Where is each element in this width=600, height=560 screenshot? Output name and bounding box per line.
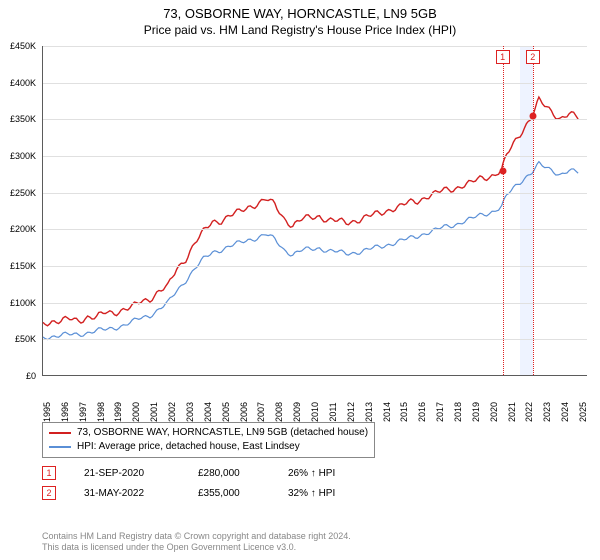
x-tick-label: 2010: [310, 402, 320, 422]
legend-row: 73, OSBORNE WAY, HORNCASTLE, LN9 5GB (de…: [49, 426, 368, 440]
x-tick-label: 1997: [78, 402, 88, 422]
x-tick-label: 1996: [60, 402, 70, 422]
chart-plot-area: 12: [42, 46, 587, 376]
x-tick-label: 1995: [42, 402, 52, 422]
x-tick-label: 2019: [471, 402, 481, 422]
chart-subtitle: Price paid vs. HM Land Registry's House …: [0, 23, 600, 37]
y-tick-label: £0: [26, 371, 36, 381]
x-axis-ticks: 1995 1996 1997 1998 1999 2000 2001 2002 2003 2004…: [42, 378, 587, 420]
x-tick-label: 2016: [417, 402, 427, 422]
x-tick-label: 2018: [453, 402, 463, 422]
sale-price: £355,000: [198, 488, 260, 499]
footer-attribution: Contains HM Land Registry data © Crown c…: [42, 531, 351, 554]
marker-vline: [503, 46, 504, 375]
x-tick-label: 2009: [292, 402, 302, 422]
x-tick-label: 2002: [167, 402, 177, 422]
gridline: [43, 119, 587, 120]
x-tick-label: 2021: [507, 402, 517, 422]
marker-dot: [499, 167, 506, 174]
footer-line2: This data is licensed under the Open Gov…: [42, 542, 351, 554]
x-tick-label: 1999: [113, 402, 123, 422]
x-tick-label: 2001: [149, 402, 159, 422]
legend-swatch: [49, 432, 71, 434]
sale-date: 31-MAY-2022: [84, 488, 170, 499]
marker-dot: [529, 112, 536, 119]
footer-line1: Contains HM Land Registry data © Crown c…: [42, 531, 351, 543]
x-tick-label: 2005: [221, 402, 231, 422]
x-tick-label: 2015: [399, 402, 409, 422]
x-tick-label: 2006: [239, 402, 249, 422]
legend-row: HPI: Average price, detached house, East…: [49, 440, 368, 454]
y-tick-label: £50K: [15, 334, 36, 344]
sale-marker-ref: 1: [42, 466, 56, 480]
x-tick-label: 2024: [560, 402, 570, 422]
legend-box: 73, OSBORNE WAY, HORNCASTLE, LN9 5GB (de…: [42, 422, 375, 458]
sales-table: 1 21-SEP-2020 £280,000 26% ↑ HPI 2 31-MAY-202…: [42, 466, 368, 506]
y-tick-label: £300K: [10, 151, 36, 161]
legend-label: 73, OSBORNE WAY, HORNCASTLE, LN9 5GB (de…: [77, 426, 368, 440]
gridline: [43, 46, 587, 47]
legend-swatch: [49, 446, 71, 448]
x-tick-label: 2022: [524, 402, 534, 422]
marker-label-box: 2: [526, 50, 540, 64]
sale-date: 21-SEP-2020: [84, 468, 170, 479]
x-tick-label: 2017: [435, 402, 445, 422]
x-tick-label: 2000: [131, 402, 141, 422]
gridline: [43, 193, 587, 194]
x-tick-label: 2014: [382, 402, 392, 422]
chart-title: 73, OSBORNE WAY, HORNCASTLE, LN9 5GB: [0, 6, 600, 21]
x-tick-label: 2012: [346, 402, 356, 422]
y-tick-label: £350K: [10, 114, 36, 124]
sale-hpi-diff: 32% ↑ HPI: [288, 488, 368, 499]
chart-title-block: 73, OSBORNE WAY, HORNCASTLE, LN9 5GB Pri…: [0, 0, 600, 37]
series-line: [43, 97, 578, 326]
x-tick-label: 2023: [542, 402, 552, 422]
x-tick-label: 2013: [364, 402, 374, 422]
x-tick-label: 2007: [256, 402, 266, 422]
gridline: [43, 339, 587, 340]
sale-hpi-diff: 26% ↑ HPI: [288, 468, 368, 479]
chart-svg: [43, 46, 587, 375]
y-tick-label: £100K: [10, 298, 36, 308]
legend-label: HPI: Average price, detached house, East…: [77, 440, 300, 454]
x-tick-label: 2020: [489, 402, 499, 422]
gridline: [43, 83, 587, 84]
x-tick-label: 2011: [328, 402, 338, 421]
gridline: [43, 266, 587, 267]
sale-marker-ref: 2: [42, 486, 56, 500]
y-tick-label: £450K: [10, 41, 36, 51]
y-tick-label: £400K: [10, 78, 36, 88]
x-tick-label: 2003: [185, 402, 195, 422]
marker-label-box: 1: [496, 50, 510, 64]
x-tick-label: 2025: [578, 402, 588, 422]
y-tick-label: £250K: [10, 188, 36, 198]
x-tick-label: 1998: [96, 402, 106, 422]
sale-row: 1 21-SEP-2020 £280,000 26% ↑ HPI: [42, 466, 368, 480]
sale-row: 2 31-MAY-2022 £355,000 32% ↑ HPI: [42, 486, 368, 500]
gridline: [43, 303, 587, 304]
y-tick-label: £200K: [10, 224, 36, 234]
gridline: [43, 229, 587, 230]
x-tick-label: 2004: [203, 402, 213, 422]
sale-price: £280,000: [198, 468, 260, 479]
series-line: [43, 162, 578, 340]
y-tick-label: £150K: [10, 261, 36, 271]
y-axis-ticks: £0£50K£100K£150K£200K£250K£300K£350K£400…: [0, 46, 40, 376]
marker-vline: [533, 46, 534, 375]
x-tick-label: 2008: [274, 402, 284, 422]
gridline: [43, 156, 587, 157]
